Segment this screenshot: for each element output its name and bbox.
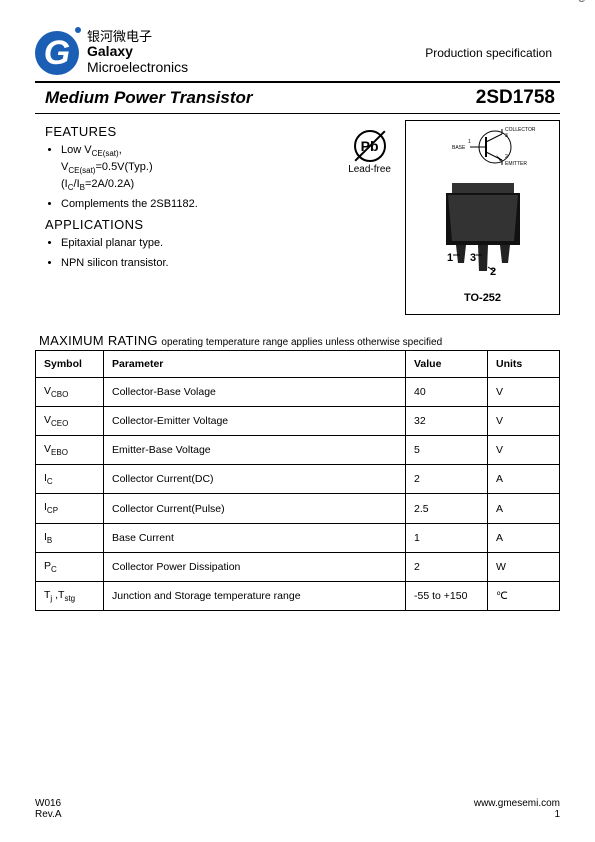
cell-value: 32 [406,407,488,436]
base-label: BASE [452,145,466,151]
cell-parameter: Emitter-Base Voltage [104,436,406,465]
pb-free-icon: Pb [354,130,386,162]
logo-text: 银河微电子 Galaxy Microelectronics [87,30,188,75]
cell-parameter: Junction and Storage temperature range [104,581,406,610]
max-rating-table: Symbol Parameter Value Units VCBOCollect… [35,350,560,611]
cell-symbol: VEBO [36,436,104,465]
page-header: G ® 银河微电子 Galaxy Microelectronics Produc… [35,30,560,75]
application-item: NPN silicon transistor. [61,256,338,272]
footer-left: W016 Rev.A [35,798,62,820]
footer-right: www.gmesemi.com 1 [474,798,560,820]
cell-unit: ℃ [488,581,560,610]
col-units: Units [488,351,560,378]
svg-text:3: 3 [505,133,508,139]
table-row: PCCollector Power Dissipation2W [36,552,560,581]
cell-value: 1 [406,523,488,552]
features-list: Low VCE(sat), VCE(sat)=0.5V(Typ.) (IC/IB… [35,143,338,213]
table-row: ICCollector Current(DC)2A [36,465,560,494]
cell-parameter: Collector-Base Volage [104,378,406,407]
company-name-en: Galaxy Microelectronics [87,44,188,75]
package-label: TO-252 [464,292,501,310]
table-row: VCEOCollector-Emitter Voltage32V [36,407,560,436]
applications-heading: APPLICATIONS [45,217,338,232]
production-spec-label: Production specification [425,46,552,60]
package-diagram-icon: COLLECTOR BASE EMITTER 1 3 2 1 3 2 [410,125,555,285]
applications-list: Epitaxial planar type. NPN silicon trans… [35,236,338,272]
cell-unit: V [488,436,560,465]
right-group: Pb Lead-free COLLECTOR BASE EMITTER 1 3 … [348,120,560,315]
col-value: Value [406,351,488,378]
table-row: VEBOEmitter-Base Voltage5V [36,436,560,465]
logo-icon: G [35,31,79,75]
table-row: ICPCollector Current(Pulse)2.5A [36,494,560,523]
cell-value: -55 to +150 [406,581,488,610]
feature-item: Low VCE(sat), VCE(sat)=0.5V(Typ.) (IC/IB… [61,143,338,193]
cell-symbol: VCEO [36,407,104,436]
page-title: Medium Power Transistor [45,88,253,108]
cell-unit: V [488,378,560,407]
cell-unit: A [488,523,560,552]
lead-free-label: Lead-free [348,164,391,175]
cell-unit: V [488,407,560,436]
cell-parameter: Collector Power Dissipation [104,552,406,581]
collector-label: COLLECTOR [505,127,536,133]
lead-free-badge: Pb Lead-free [348,130,391,175]
logo-letter: G [44,36,70,70]
emitter-label: EMITTER [505,161,527,167]
table-row: VCBOCollector-Base Volage40V [36,378,560,407]
content-row: FEATURES Low VCE(sat), VCE(sat)=0.5V(Typ… [35,120,560,315]
cell-symbol: IC [36,465,104,494]
cell-symbol: Tj ,Tstg [36,581,104,610]
cell-parameter: Collector Current(Pulse) [104,494,406,523]
doc-id: W016 [35,798,62,809]
page-footer: W016 Rev.A www.gmesemi.com 1 [35,798,560,820]
cell-parameter: Collector Current(DC) [104,465,406,494]
table-row: Tj ,TstgJunction and Storage temperature… [36,581,560,610]
page-number: 1 [474,809,560,820]
cell-value: 5 [406,436,488,465]
application-item: Epitaxial planar type. [61,236,338,252]
cell-value: 2 [406,552,488,581]
logo-group: G ® 银河微电子 Galaxy Microelectronics [35,30,188,75]
cell-unit: A [488,465,560,494]
features-column: FEATURES Low VCE(sat), VCE(sat)=0.5V(Typ… [35,120,338,315]
cell-value: 2.5 [406,494,488,523]
doc-rev: Rev.A [35,809,62,820]
cell-unit: W [488,552,560,581]
table-header-row: Symbol Parameter Value Units [36,351,560,378]
col-parameter: Parameter [104,351,406,378]
title-row: Medium Power Transistor 2SD1758 [35,85,560,113]
header-rule-thick [35,81,560,83]
header-rule-thin [35,113,560,114]
features-heading: FEATURES [45,124,338,139]
website-url: www.gmesemi.com [474,798,560,809]
max-rating-heading: MAXIMUM RATING operating temperature ran… [39,333,560,348]
cell-value: 40 [406,378,488,407]
feature-item: Complements the 2SB1182. [61,197,338,213]
svg-text:1: 1 [468,139,471,145]
table-row: IBBase Current1A [36,523,560,552]
cell-value: 2 [406,465,488,494]
svg-text:2: 2 [490,266,496,278]
cell-unit: A [488,494,560,523]
cell-parameter: Collector-Emitter Voltage [104,407,406,436]
svg-text:3: 3 [470,252,476,264]
part-number: 2SD1758 [476,87,555,109]
cell-parameter: Base Current [104,523,406,552]
cell-symbol: ICP [36,494,104,523]
cell-symbol: PC [36,552,104,581]
package-diagram-box: COLLECTOR BASE EMITTER 1 3 2 1 3 2 [405,120,560,315]
registered-mark: ® [578,0,585,4]
svg-text:2: 2 [505,154,508,160]
svg-text:1: 1 [447,252,453,264]
cell-symbol: IB [36,523,104,552]
col-symbol: Symbol [36,351,104,378]
company-name-cn: 银河微电子 [87,30,188,44]
cell-symbol: VCBO [36,378,104,407]
